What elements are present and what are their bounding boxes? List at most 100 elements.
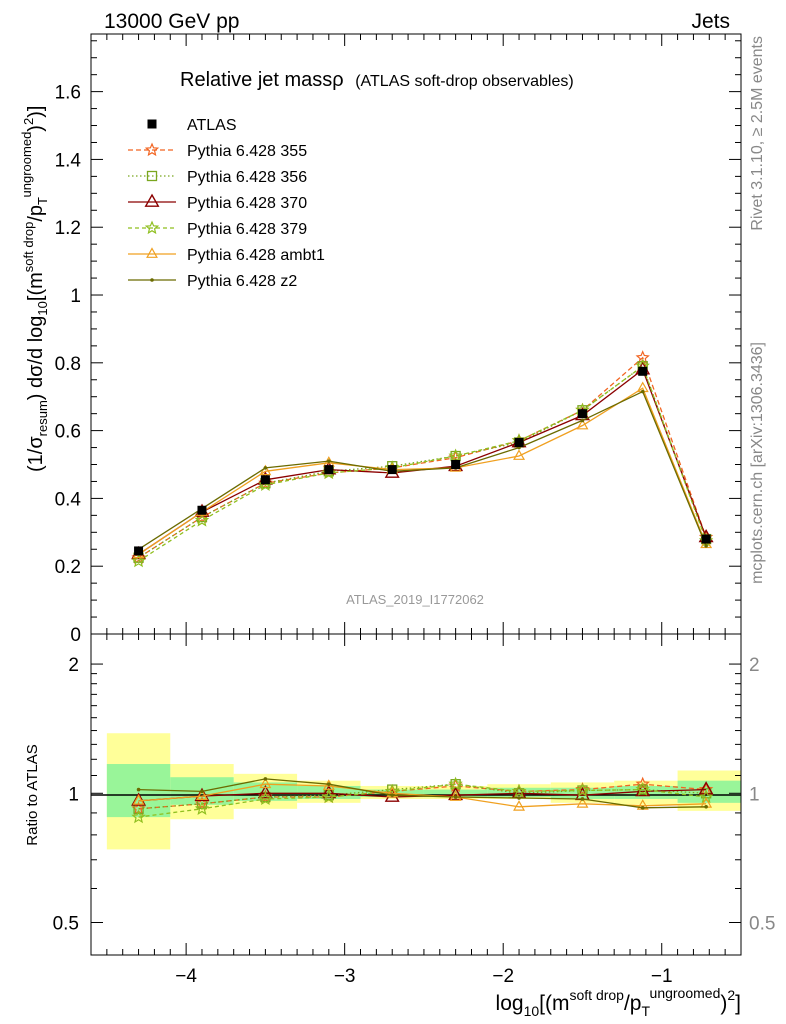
ratio-y-tick-label-right: 2	[749, 655, 760, 676]
rivet-label: Rivet 3.1.10, ≥ 2.5M events	[749, 36, 766, 231]
ratio-point-4	[132, 794, 145, 805]
xlabel-sup: soft drop	[569, 987, 624, 1003]
ratio-point-3	[575, 782, 590, 797]
ratio-y-tick-label-right: 0.5	[749, 913, 775, 934]
header-left: 13000 GeV pp	[104, 10, 239, 33]
ratio-point-5	[136, 787, 141, 792]
ylabel-part: (1/σ	[25, 436, 47, 472]
y-tick-label: 0.2	[55, 557, 81, 578]
ratio-point-2	[257, 784, 273, 799]
legend-label: Pythia 6.428 379	[187, 221, 307, 238]
series-point-4	[576, 418, 589, 430]
xlabel-part: log	[496, 992, 524, 1015]
xlabel-part: ]	[735, 992, 741, 1015]
ratio-point-3	[194, 801, 210, 816]
y-tick-label: 1	[70, 286, 81, 307]
ratio-point-5	[263, 777, 268, 781]
ratio-point-3	[321, 789, 336, 804]
ylabel-part: /p	[25, 205, 47, 222]
ratio-point-5	[327, 782, 331, 786]
atlas-data-point	[134, 546, 144, 556]
ratio-point-2	[448, 786, 464, 801]
xlabel-part: [(m	[539, 992, 569, 1015]
series-line-5	[138, 390, 707, 550]
ylabel-sup: 2	[21, 118, 36, 125]
legend-marker	[147, 119, 157, 129]
ylabel-sub: resum	[35, 400, 50, 436]
ratio-point-4	[259, 777, 272, 789]
y-tick-label: 1.4	[55, 150, 82, 171]
ratio-line-0	[138, 783, 707, 810]
ratio-point-5	[390, 793, 395, 797]
ratio-point-4	[449, 790, 462, 801]
ylabel-part: ) dσ/d log	[25, 316, 47, 401]
xlabel-sup: ungroomed	[650, 985, 721, 1001]
atlas-data-point	[577, 409, 587, 419]
ylabel-sub: T	[35, 197, 50, 205]
legend-marker	[146, 247, 158, 258]
legend-label: Pythia 6.428 370	[187, 195, 307, 212]
xlabel-sup: 2	[727, 987, 735, 1003]
ratio-point-3	[511, 783, 527, 798]
xlabel-part: )	[720, 992, 727, 1015]
ylabel-sup: soft drop	[21, 222, 36, 273]
legend-marker	[144, 193, 160, 207]
xlabel-part: /p	[624, 992, 642, 1015]
ratio-point-4	[576, 797, 589, 808]
ylabel-part: )]	[25, 106, 47, 118]
ratio-point-2	[194, 787, 210, 801]
atlas-data-point	[514, 437, 524, 447]
y-tick-label: 1.6	[55, 83, 81, 104]
legend-label: Pythia 6.428 z2	[187, 273, 297, 290]
x-tick-label: −4	[175, 966, 197, 987]
legend-label: Pythia 6.428 ambt1	[187, 247, 325, 264]
atlas-data-point	[260, 475, 270, 485]
series-point-4	[513, 449, 526, 460]
chart-title-main: Relative jet massρ	[180, 69, 344, 91]
ratio-point-5	[453, 795, 458, 799]
y-tick-label: 0.8	[55, 354, 81, 375]
ratio-point-2	[131, 792, 147, 806]
legend-label: ATLAS	[187, 117, 237, 134]
ratio-y-tick-label: 1	[68, 784, 79, 805]
ratio-band-inner	[487, 787, 551, 798]
xlabel-sub: 10	[524, 1003, 540, 1019]
series-line-4	[138, 387, 707, 555]
ratio-point-2	[698, 781, 714, 795]
legend-marker	[146, 170, 158, 182]
series-point-5	[327, 459, 331, 463]
main-series-group	[131, 350, 714, 568]
ratio-frame	[90, 633, 742, 956]
mcplots-label: mcplots.cern.ch [arXiv:1306.3436]	[749, 342, 766, 584]
ratio-y-tick-label-right: 1	[749, 784, 760, 805]
y-tick-label: 1.2	[55, 218, 81, 239]
series-point-5	[640, 389, 645, 394]
legend-marker	[150, 278, 154, 282]
ratio-point-0	[635, 776, 650, 791]
legend-marker	[144, 220, 160, 235]
series-line-3	[138, 365, 707, 562]
ratio-line-5	[138, 778, 707, 809]
ratio-line-3	[138, 783, 707, 818]
ylabel-sup: ungroomed	[19, 132, 34, 198]
x-tick-label: −1	[651, 966, 673, 987]
y-tick-label: 0.4	[55, 489, 82, 510]
ratio-point-5	[517, 796, 521, 800]
series-point-5	[704, 544, 708, 548]
series-point-3	[131, 553, 146, 568]
header-right: Jets	[691, 10, 730, 33]
atlas-data-point	[451, 460, 461, 470]
series-point-5	[580, 418, 585, 423]
ratio-point-5	[200, 789, 204, 794]
series-point-3	[448, 448, 463, 463]
series-point-5	[263, 466, 268, 470]
ratio-y-axis-label: Ratio to ATLAS	[24, 744, 41, 845]
xlabel-sub: T	[641, 1003, 650, 1019]
atlas-data-point	[324, 465, 334, 475]
legend: ATLAS Pythia 6.428 355 Pythia 6.428 356 Pyt…	[128, 117, 325, 290]
ratio-point-3	[635, 782, 650, 796]
atlas-data-point	[387, 465, 397, 475]
y-tick-label: 0.6	[55, 422, 81, 443]
main-y-axis-label: (1/σresum) dσ/d log10[(msoft drop/pTungr…	[19, 106, 50, 472]
